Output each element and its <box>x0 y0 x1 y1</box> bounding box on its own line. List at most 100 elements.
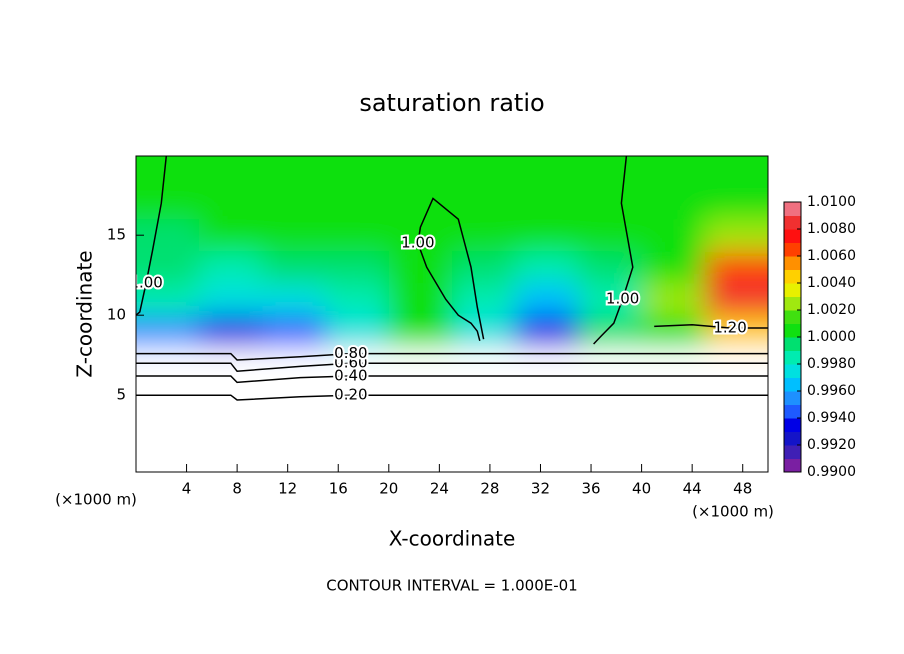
field-cell <box>388 251 453 285</box>
colorbar-band <box>784 431 801 446</box>
colorbar-band <box>784 323 801 338</box>
colorbar-band <box>784 404 801 419</box>
colorbar-tick-label: 1.0080 <box>807 221 856 237</box>
field-cell <box>641 283 706 317</box>
colorbar-band <box>784 296 801 311</box>
field-cells <box>136 156 768 472</box>
field-cell <box>325 251 390 285</box>
field-cell <box>515 315 580 349</box>
field-cell <box>578 283 643 317</box>
plot-frame <box>135 155 769 473</box>
contour-line <box>136 156 168 316</box>
contour-label: 0.20 <box>334 386 367 404</box>
field-cell <box>199 251 264 285</box>
field-cell <box>515 251 580 285</box>
contours: 0.200.400.600.80 1.00 1.00 1.00 1.20 <box>136 156 768 406</box>
y-axis-label: Z-coordinate <box>73 250 97 377</box>
contour-label: 0.40 <box>334 367 367 385</box>
field-cell <box>452 251 517 285</box>
colorbar-band <box>784 269 801 284</box>
field-cell <box>641 411 706 445</box>
field-cell <box>641 156 706 189</box>
field-cell <box>704 411 768 445</box>
field-cell <box>388 411 453 445</box>
contour-label: 1.00 <box>401 234 434 252</box>
field-cell <box>262 219 327 253</box>
contour-line <box>136 394 768 401</box>
colorbar-tick-label: 0.9980 <box>807 356 856 372</box>
field-cell <box>199 156 264 189</box>
field-cell <box>199 443 264 472</box>
field-cell <box>452 219 517 253</box>
field-cell <box>136 283 201 317</box>
y-tick-label: 15 <box>107 226 126 244</box>
field-cell <box>325 283 390 317</box>
field-cell <box>136 219 201 253</box>
colorbar-band <box>784 458 801 473</box>
field-cell <box>136 315 201 349</box>
field-cell <box>388 283 453 317</box>
y-tick-label: 5 <box>116 386 126 404</box>
field <box>136 156 768 472</box>
colorbar-tick-label: 1.0000 <box>807 329 856 345</box>
field-cell <box>704 219 768 253</box>
x-tick-label: 16 <box>329 480 348 498</box>
contour-label: 0.60 <box>334 354 367 372</box>
field-cell <box>704 443 768 472</box>
colorbar-tick-label: 1.0060 <box>807 248 856 264</box>
colorbar-band <box>784 418 801 432</box>
contour-line <box>593 156 634 345</box>
x-tick-label: 12 <box>278 480 297 498</box>
colorbar-band <box>784 283 801 297</box>
field-cell <box>262 283 327 317</box>
x-unit-label: (×1000 m) <box>692 503 774 521</box>
field-cell <box>262 156 327 189</box>
x-tick-label: 28 <box>480 480 499 498</box>
colorbar-tick-label: 1.0040 <box>807 275 856 291</box>
field-cell <box>704 283 768 317</box>
field-cell <box>199 219 264 253</box>
colorbar-band <box>784 242 801 257</box>
field-cell <box>262 315 327 349</box>
x-tick-label: 44 <box>683 480 702 498</box>
x-tick-label: 24 <box>430 480 449 498</box>
field-cell <box>199 187 264 221</box>
field-cell <box>325 315 390 349</box>
contour-label: 1.00 <box>606 290 639 308</box>
field-cell <box>325 443 390 472</box>
colorbar-tick-label: 0.9960 <box>807 383 856 399</box>
colorbar-band <box>784 202 801 216</box>
field-cell <box>704 251 768 285</box>
field-cell <box>262 251 327 285</box>
colorbar-band <box>784 350 801 365</box>
field-cell <box>452 315 517 349</box>
field-cell <box>199 283 264 317</box>
colorbar-band <box>784 445 801 459</box>
colorbar-band <box>784 215 801 230</box>
x-unit-label: (×1000 m) <box>55 491 137 509</box>
field-cell <box>452 443 517 472</box>
colorbar-band <box>784 337 801 351</box>
contour-label: 0.80 <box>334 344 367 362</box>
x-tick-label: 32 <box>531 480 550 498</box>
field-cell <box>578 315 643 349</box>
field-cell <box>388 156 453 189</box>
field-cell <box>704 156 768 189</box>
contour-line <box>654 324 768 329</box>
colorbar-band <box>784 391 801 405</box>
field-cell <box>325 219 390 253</box>
field-cell <box>641 219 706 253</box>
colorbar-band <box>784 256 801 270</box>
field-cell <box>452 156 517 189</box>
contour-line <box>136 375 768 384</box>
contour-line <box>136 352 768 361</box>
field-cell <box>578 219 643 253</box>
field-cell <box>641 443 706 472</box>
x-tick-label: 36 <box>581 480 600 498</box>
x-tick-label: 4 <box>182 480 192 498</box>
field-cell <box>704 315 768 349</box>
field-cell <box>641 187 706 221</box>
colorbar-band <box>784 310 801 324</box>
field-cell <box>452 283 517 317</box>
